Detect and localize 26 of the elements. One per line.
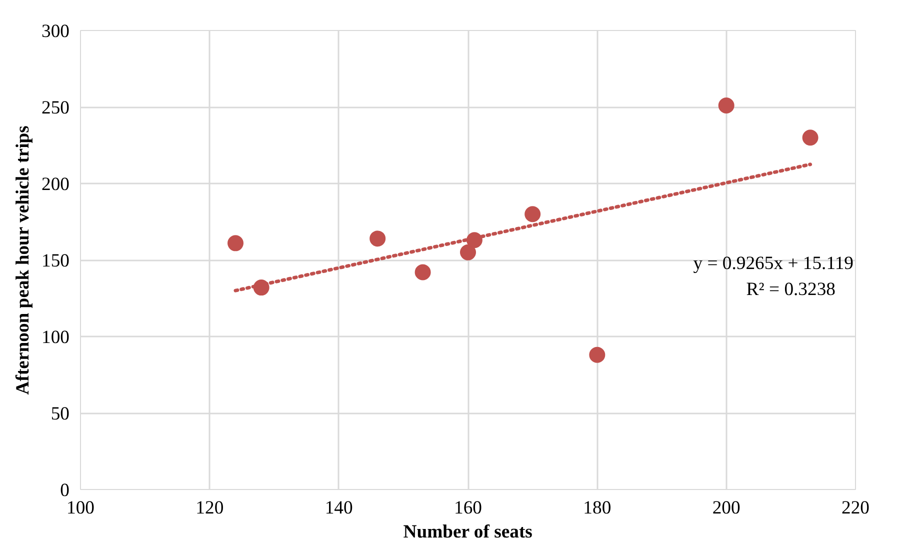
y-tick-label: 0: [60, 480, 70, 501]
point: [414, 264, 431, 280]
y-tick-label: 200: [42, 174, 70, 195]
x-tick-label: 200: [712, 498, 740, 518]
y-tick-label: 50: [50, 404, 70, 424]
annotation: y = 0.9265x + 15.119: [693, 253, 854, 274]
point: [802, 130, 818, 146]
x-tick-label: 120: [196, 498, 224, 518]
x-tick-label: 140: [324, 498, 353, 518]
x-axis-title: Number of seats: [403, 522, 532, 542]
y-axis-title: Afternoon peak hour vehicle trips: [12, 126, 34, 395]
point: [460, 244, 476, 260]
point: [370, 230, 386, 247]
x-tick-label: 220: [842, 498, 870, 518]
y-tick-label: 150: [42, 250, 70, 272]
y-tick-label: 300: [42, 21, 70, 42]
point: [718, 97, 734, 114]
point: [524, 206, 541, 222]
x-tick-label: 160: [454, 498, 482, 518]
point: [589, 346, 606, 363]
y-tick-label: 100: [42, 327, 70, 348]
annotation: R² = 0.3238: [746, 279, 836, 300]
x-tick-label: 180: [583, 498, 612, 518]
y-tick-label: 250: [42, 98, 70, 118]
point: [228, 235, 244, 252]
x-tick-label: 100: [66, 498, 94, 518]
